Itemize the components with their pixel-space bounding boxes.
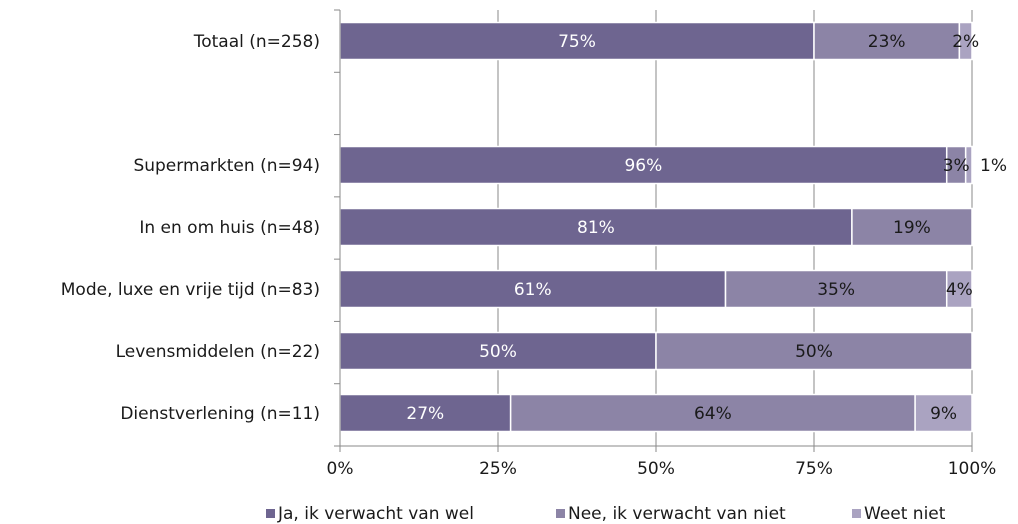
data-label: 96% [624, 156, 662, 176]
data-label: 3% [943, 156, 970, 176]
legend-label: Nee, ik verwacht van niet [568, 504, 786, 524]
data-label: 75% [558, 32, 596, 52]
x-tick-label: 75% [795, 459, 833, 479]
bar-segment [851, 207, 973, 247]
bar-segment [724, 269, 948, 309]
data-label: 61% [514, 280, 552, 300]
x-tick-label: 0% [327, 459, 354, 479]
data-label: 27% [406, 404, 444, 424]
category-label: Levensmiddelen (n=22) [116, 342, 320, 362]
bar-segment [339, 145, 948, 185]
category-label: Supermarkten (n=94) [133, 156, 320, 176]
bar-segment [914, 393, 973, 433]
category-labels: Totaal (n=258) Supermarkten (n=94) In en o… [61, 32, 320, 424]
axes [334, 9, 973, 452]
data-label: 4% [946, 280, 973, 300]
data-label: 50% [795, 342, 833, 362]
bar-segment [339, 21, 815, 61]
bar-segment [958, 21, 973, 61]
data-label: 2% [952, 32, 979, 52]
bar-segment [655, 331, 973, 371]
bar-segment [339, 207, 853, 247]
data-label: 23% [868, 32, 906, 52]
category-label: Dienstverlening (n=11) [120, 404, 320, 424]
legend: Ja, ik verwacht van wel Nee, ik verwacht … [266, 504, 946, 524]
legend-swatch [556, 509, 565, 518]
bar-segment [945, 269, 973, 309]
data-label: 9% [930, 404, 957, 424]
category-label: Totaal (n=258) [193, 32, 320, 52]
bar-segment [813, 21, 961, 61]
data-label: 1% [980, 156, 1007, 176]
data-label: 35% [817, 280, 855, 300]
bar-segment [964, 145, 973, 185]
bar-segment [509, 393, 916, 433]
x-tick-label: 25% [479, 459, 517, 479]
bar-stack-group: 75% 23% 2% 96% 3% 1% 81% 19% 61% 35% 4% 50% 50% 27% 64… [339, 21, 1007, 433]
x-tick-labels: 0% 25% 50% 75% 100% [327, 459, 997, 479]
category-label: Mode, luxe en vrije tijd (n=83) [61, 280, 320, 300]
data-label: 19% [893, 218, 931, 238]
data-label: 81% [577, 218, 615, 238]
x-tick-label: 50% [637, 459, 675, 479]
x-tick-label: 100% [948, 459, 997, 479]
legend-label: Ja, ik verwacht van wel [277, 504, 474, 524]
legend-swatch [852, 509, 861, 518]
category-label: In en om huis (n=48) [139, 218, 320, 238]
legend-swatch [266, 509, 275, 518]
data-label: 64% [694, 404, 732, 424]
legend-label: Weet niet [864, 504, 946, 524]
data-label: 50% [479, 342, 517, 362]
